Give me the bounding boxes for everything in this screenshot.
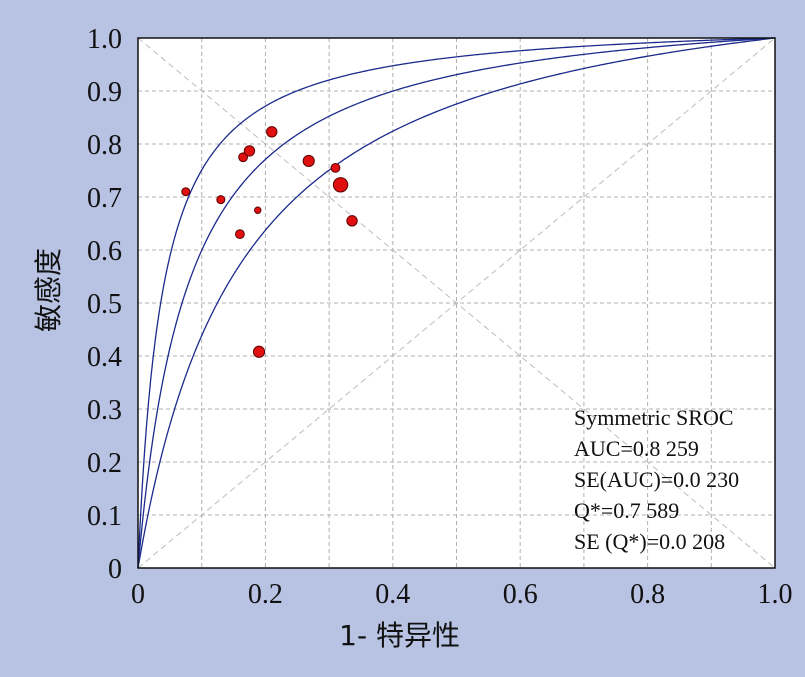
x-tick-label: 1.0 (758, 579, 793, 610)
y-tick-label: 0 (108, 554, 122, 585)
y-tick-label: 0.4 (87, 342, 122, 373)
x-tick-label: 0.4 (375, 579, 410, 610)
y-tick-label: 0.5 (87, 289, 122, 320)
study-point (181, 187, 191, 197)
summary-annotation: Symmetric SROC AUC=0.8 259 SE(AUC)=0.0 2… (574, 405, 739, 554)
study-point (302, 154, 315, 168)
y-tick-label: 0.9 (87, 77, 122, 108)
study-point (332, 177, 349, 193)
study-point (235, 229, 245, 240)
study-point (243, 145, 256, 157)
plot-border (137, 37, 776, 569)
annotation-line-1: Symmetric SROC (574, 405, 734, 430)
x-tick-label: 0.2 (248, 579, 283, 610)
annotation-se-q: SE (Q*)=0.0 208 (574, 529, 725, 554)
study-point (254, 206, 262, 214)
y-tick-labels: 0 0.1 0.2 0.3 0.4 0.5 0.6 0.7 0.8 0.9 1.0 (87, 24, 122, 585)
annotation-se-auc: SE(AUC)=0.0 230 (574, 467, 739, 492)
y-tick-label: 0.8 (87, 130, 122, 161)
y-tick-label: 0.1 (87, 501, 122, 532)
study-point (252, 345, 266, 358)
study-point (216, 195, 226, 205)
study-point (238, 152, 249, 163)
x-tick-label: 0 (131, 579, 145, 610)
y-tick-label: 0.6 (87, 236, 122, 267)
y-axis-title: 敏感度 (32, 248, 65, 332)
y-tick-label: 0.2 (87, 448, 122, 479)
sroc-curve-sroc (137, 37, 776, 569)
x-tick-label: 0.6 (503, 579, 538, 610)
annotation-auc: AUC=0.8 259 (574, 436, 699, 461)
sroc-curves (137, 37, 776, 569)
sroc-curve-lower (137, 37, 776, 569)
annotation-q: Q*=0.7 589 (574, 498, 679, 523)
reference-diagonals (137, 37, 776, 569)
q-star-diagonal (137, 37, 776, 569)
study-point (266, 126, 278, 138)
x-axis-title: 1- 特异性 (339, 619, 460, 652)
y-tick-label: 0.3 (87, 395, 122, 426)
study-points (181, 126, 358, 358)
y-tick-label: 0.7 (87, 183, 122, 214)
sroc-curve-upper (137, 37, 776, 569)
x-tick-label: 0.8 (630, 579, 665, 610)
study-point (346, 215, 358, 227)
y-tick-label: 1.0 (87, 24, 122, 55)
study-point (330, 162, 341, 173)
x-tick-labels: 0 0.2 0.4 0.6 0.8 1.0 (131, 579, 793, 610)
